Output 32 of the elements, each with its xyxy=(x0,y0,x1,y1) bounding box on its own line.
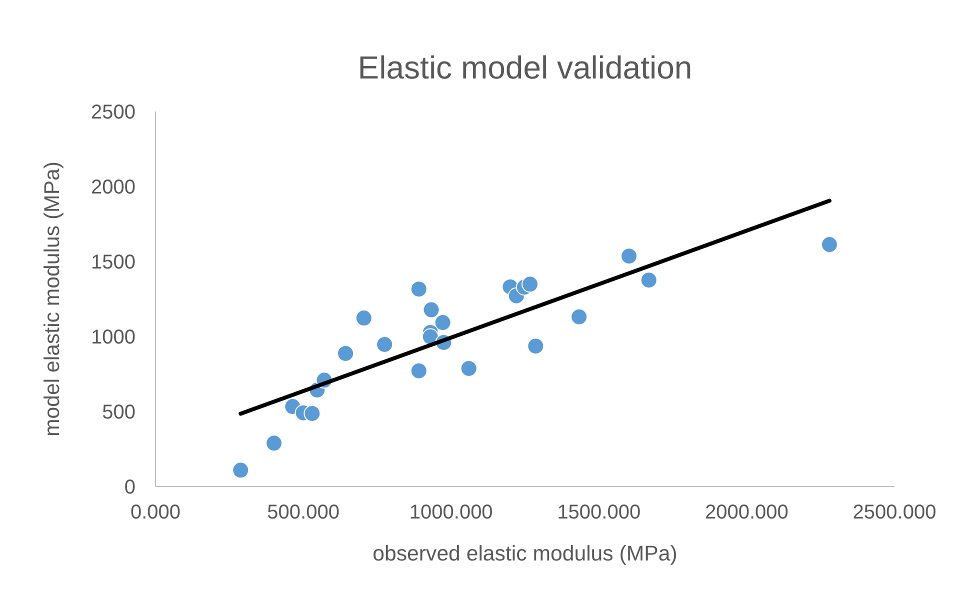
point xyxy=(410,280,428,298)
point xyxy=(355,310,372,327)
x-tick-label: 1500.000 xyxy=(557,502,641,524)
point xyxy=(422,301,440,318)
point xyxy=(266,434,283,452)
point xyxy=(820,236,838,254)
x-tick-label: 2000.000 xyxy=(704,502,788,524)
point xyxy=(620,248,638,265)
y-tick-label: 1500 xyxy=(91,252,136,274)
point xyxy=(232,462,250,479)
point xyxy=(337,344,354,362)
x-tick-label: 2500.000 xyxy=(852,502,936,524)
point xyxy=(304,404,321,422)
point xyxy=(410,362,428,380)
point xyxy=(522,276,539,293)
y-tick-label: 500 xyxy=(102,402,136,424)
point xyxy=(570,308,588,326)
y-axis-title: model elastic modulus (MPa) xyxy=(40,162,64,436)
y-tick-label: 1000 xyxy=(91,326,136,348)
point xyxy=(434,314,452,332)
x-tick-label: 0.000 xyxy=(130,502,181,524)
y-tick-label: 2500 xyxy=(91,102,136,124)
point xyxy=(460,360,478,377)
y-tick-label: 2000 xyxy=(91,176,136,198)
x-tick-label: 1000.000 xyxy=(409,502,493,524)
x-tick-label: 500.000 xyxy=(267,502,340,524)
point xyxy=(640,272,658,289)
y-tick-label: 0 xyxy=(124,476,136,498)
point xyxy=(376,336,394,353)
x-axis-title: observed elastic modulus (MPa) xyxy=(372,542,678,566)
chart-title: Elastic model validation xyxy=(358,50,692,86)
point xyxy=(527,338,544,355)
